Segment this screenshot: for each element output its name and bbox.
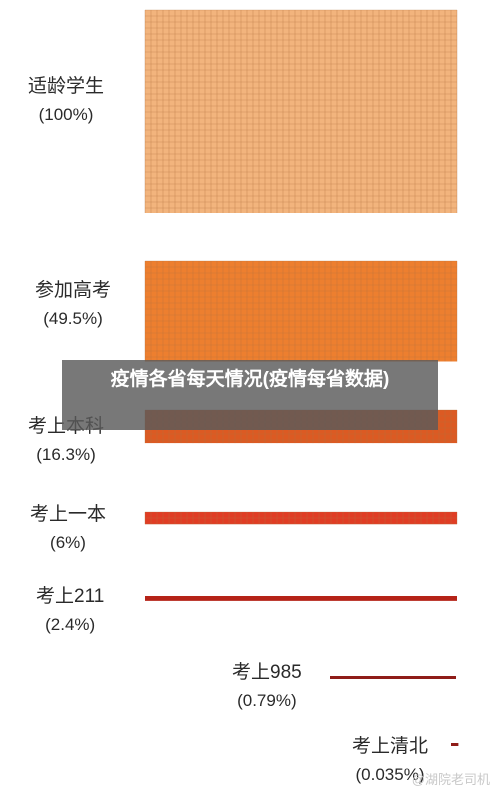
- category-name: 参加高考: [35, 280, 112, 301]
- category-name: 考上清北: [352, 736, 429, 757]
- value-label: (100%): [38, 105, 94, 124]
- bar-参加高考: [144, 260, 458, 362]
- bar-适龄学生: [144, 9, 458, 213]
- value-label: (2.4%): [45, 615, 96, 634]
- category-name: 考上985: [232, 662, 302, 683]
- category-name: 考上一本: [30, 504, 107, 525]
- overlay-caption: 疫情各省每天情况(疫情每省数据): [62, 360, 438, 430]
- bar-fill: [145, 596, 457, 601]
- label-tsinghua-peking: 考上清北 (0.035%): [352, 736, 428, 786]
- label-exam: 参加高考 (49.5%): [35, 280, 111, 330]
- bar-考上211: [145, 596, 457, 601]
- label-tier1: 考上一本 (6%): [30, 504, 106, 554]
- value-label: (49.5%): [43, 309, 103, 328]
- label-985: 考上985 (0.79%): [232, 662, 302, 712]
- value-label: (0.79%): [237, 691, 297, 710]
- watermark: @湖院老司机: [411, 772, 490, 787]
- value-label: (6%): [50, 533, 86, 552]
- label-211: 考上211 (2.4%): [36, 586, 104, 636]
- value-label: (16.3%): [36, 445, 96, 464]
- bar-考上985: [330, 676, 456, 679]
- category-name: 考上211: [36, 586, 105, 607]
- label-students: 适龄学生 (100%): [28, 76, 104, 126]
- category-name: 适龄学生: [28, 76, 105, 97]
- bar-考上清北: [451, 743, 459, 746]
- value-label: (0.035%): [355, 765, 425, 784]
- bar-fill: [330, 676, 456, 679]
- bar-考上一本: [144, 511, 458, 525]
- bar-fill: [451, 743, 459, 746]
